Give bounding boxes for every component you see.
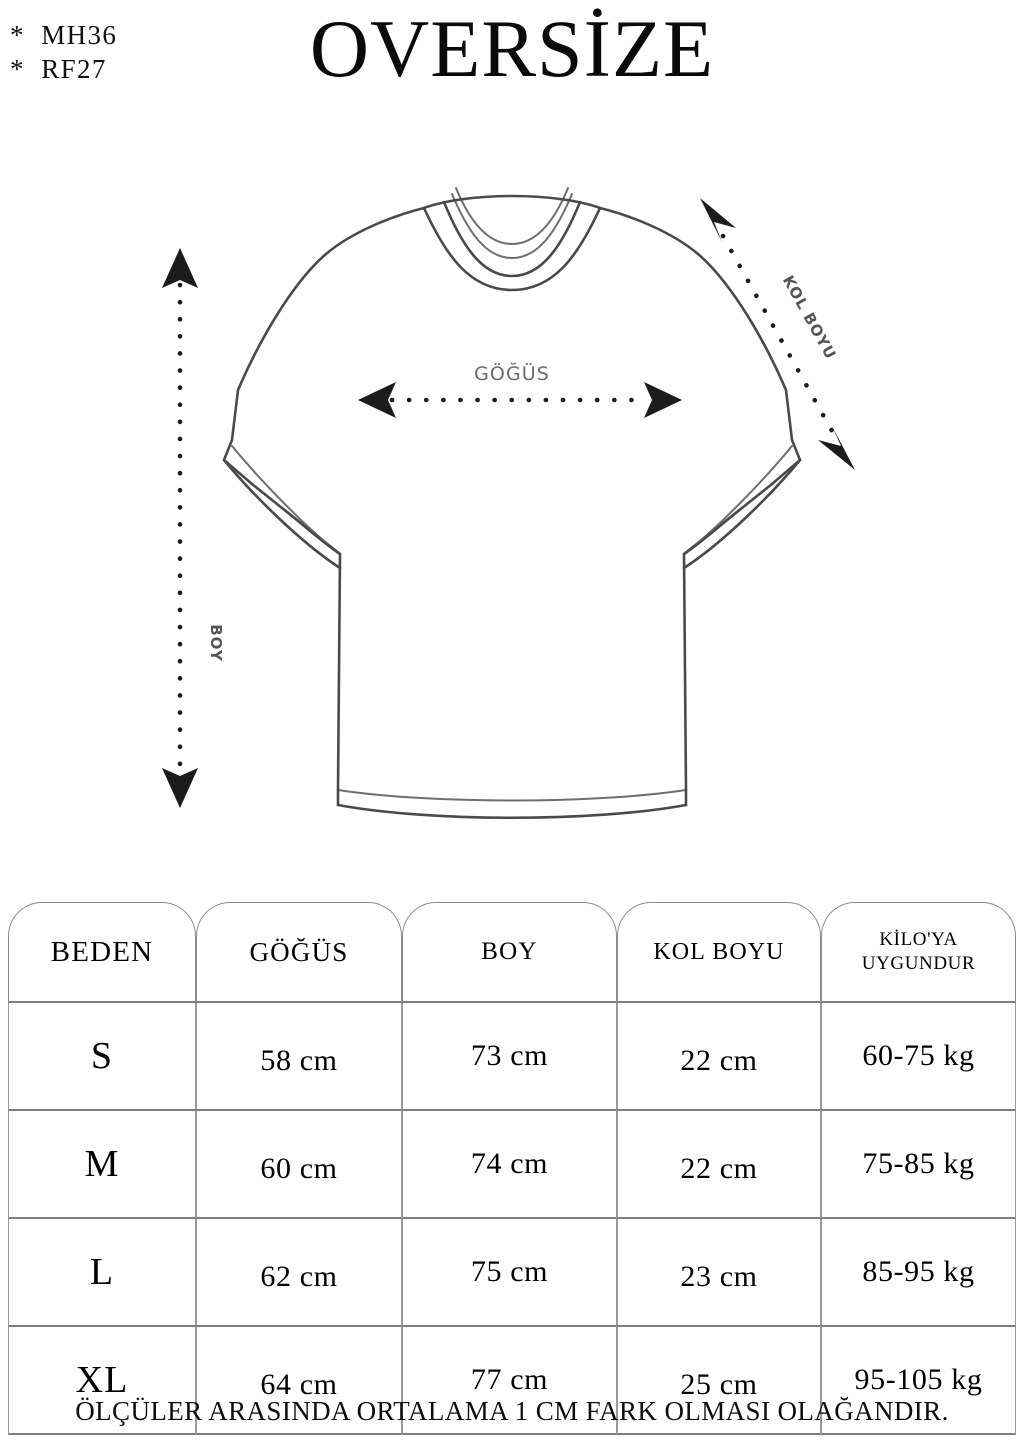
cell-gogus: 64 cm bbox=[196, 1327, 402, 1435]
sleeve-arrow-top bbox=[700, 198, 736, 242]
table-row: M 60 cm 74 cm 22 cm 75-85 kg bbox=[8, 1111, 1016, 1219]
table-header-row: BEDEN GÖĞÜS BOY KOL BOYU KİLO'YA UYGUNDU… bbox=[8, 902, 1016, 1003]
column-header-kiloya-line2: UYGUNDUR bbox=[861, 953, 976, 974]
tshirt-collar-rib-2 bbox=[455, 187, 569, 245]
page-title: OVERSİZE bbox=[309, 3, 715, 94]
table-row: S 58 cm 73 cm 22 cm 60-75 kg bbox=[8, 1003, 1016, 1111]
sleeve-dimension-label: KOL BOYU bbox=[779, 272, 840, 362]
tshirt-left-sleeve-outline bbox=[222, 206, 426, 462]
chest-arrow-right bbox=[644, 382, 682, 418]
sleeve-arrow-bottom bbox=[818, 426, 855, 470]
product-code-2: * RF27 bbox=[10, 54, 107, 85]
column-header-gogus: GÖĞÜS bbox=[196, 902, 402, 1003]
product-codes: * MH36 * RF27 bbox=[10, 18, 117, 86]
chest-dimension-group: GÖĞÜS bbox=[358, 361, 682, 418]
cell-boy: 73 cm bbox=[402, 1003, 617, 1111]
length-dimension-group: BOY bbox=[162, 248, 225, 808]
tshirt-diagram: GÖĞÜS BOY KOL BOYU bbox=[0, 150, 1024, 880]
cell-boy: 74 cm bbox=[402, 1111, 617, 1219]
cell-beden: XL bbox=[8, 1327, 196, 1435]
cell-kiloya-uygundur: 85-95 kg bbox=[821, 1219, 1016, 1327]
tshirt-right-armhole bbox=[682, 506, 744, 556]
tshirt-left-cuff-inner bbox=[231, 445, 341, 555]
table-row: XL 64 cm 77 cm 25 cm 95-105 kg bbox=[8, 1327, 1016, 1435]
cell-kol-boyu: 23 cm bbox=[617, 1219, 821, 1327]
cell-boy: 75 cm bbox=[402, 1219, 617, 1327]
cell-beden: S bbox=[8, 1003, 196, 1111]
tshirt-collar-outer bbox=[422, 206, 602, 292]
length-dimension-label: BOY bbox=[207, 624, 225, 662]
cell-gogus: 60 cm bbox=[196, 1111, 402, 1219]
tshirt-hem-top-line bbox=[337, 789, 687, 802]
tshirt-left-side-seam bbox=[336, 552, 342, 792]
tshirt-shoulder-top-line bbox=[422, 194, 602, 210]
size-chart-table: BEDEN GÖĞÜS BOY KOL BOYU KİLO'YA UYGUNDU… bbox=[8, 902, 1016, 1435]
footer-note: ÖLÇÜLER ARASINDA ORTALAMA 1 CM FARK OLMA… bbox=[75, 1396, 949, 1426]
product-code-1: * MH36 bbox=[10, 20, 118, 50]
chest-arrow-left bbox=[358, 382, 396, 418]
cell-kiloya-uygundur: 60-75 kg bbox=[821, 1003, 1016, 1111]
column-header-beden: BEDEN bbox=[8, 902, 196, 1003]
cell-beden: L bbox=[8, 1219, 196, 1327]
cell-beden: M bbox=[8, 1111, 196, 1219]
tshirt-outline-group bbox=[222, 187, 802, 820]
cell-kol-boyu: 25 cm bbox=[617, 1327, 821, 1435]
cell-gogus: 62 cm bbox=[196, 1219, 402, 1327]
tshirt-right-cuff-outer bbox=[682, 458, 802, 570]
column-header-kiloya-uygundur: KİLO'YA UYGUNDUR bbox=[821, 902, 1016, 1003]
tshirt-collar-rib-1 bbox=[451, 193, 573, 259]
table-row: L 62 cm 75 cm 23 cm 85-95 kg bbox=[8, 1219, 1016, 1327]
length-arrow-top bbox=[162, 248, 198, 288]
cell-kol-boyu: 22 cm bbox=[617, 1111, 821, 1219]
sleeve-dimension-line bbox=[720, 233, 835, 434]
column-header-kiloya-line1: KİLO'YA bbox=[879, 929, 958, 951]
cell-kiloya-uygundur: 75-85 kg bbox=[821, 1111, 1016, 1219]
tshirt-right-cuff-inner bbox=[683, 445, 793, 555]
cell-boy: 77 cm bbox=[402, 1327, 617, 1435]
tshirt-right-sleeve-outline bbox=[598, 206, 802, 462]
column-header-kol-boyu: KOL BOYU bbox=[617, 902, 821, 1003]
cell-gogus: 58 cm bbox=[196, 1003, 402, 1111]
length-arrow-bottom bbox=[162, 768, 198, 808]
chest-dimension-label: GÖĞÜS bbox=[474, 361, 550, 385]
tshirt-collar-inner bbox=[442, 200, 582, 278]
sleeve-dimension-group: KOL BOYU bbox=[700, 198, 855, 470]
tshirt-hem-bottom-line bbox=[336, 803, 688, 820]
cell-kol-boyu: 22 cm bbox=[617, 1003, 821, 1111]
cell-kiloya-uygundur: 95-105 kg bbox=[821, 1327, 1016, 1435]
tshirt-left-cuff-outer bbox=[222, 458, 342, 570]
tshirt-left-armhole bbox=[280, 506, 342, 556]
column-header-boy: BOY bbox=[402, 902, 617, 1003]
tshirt-right-side-seam bbox=[682, 552, 688, 792]
